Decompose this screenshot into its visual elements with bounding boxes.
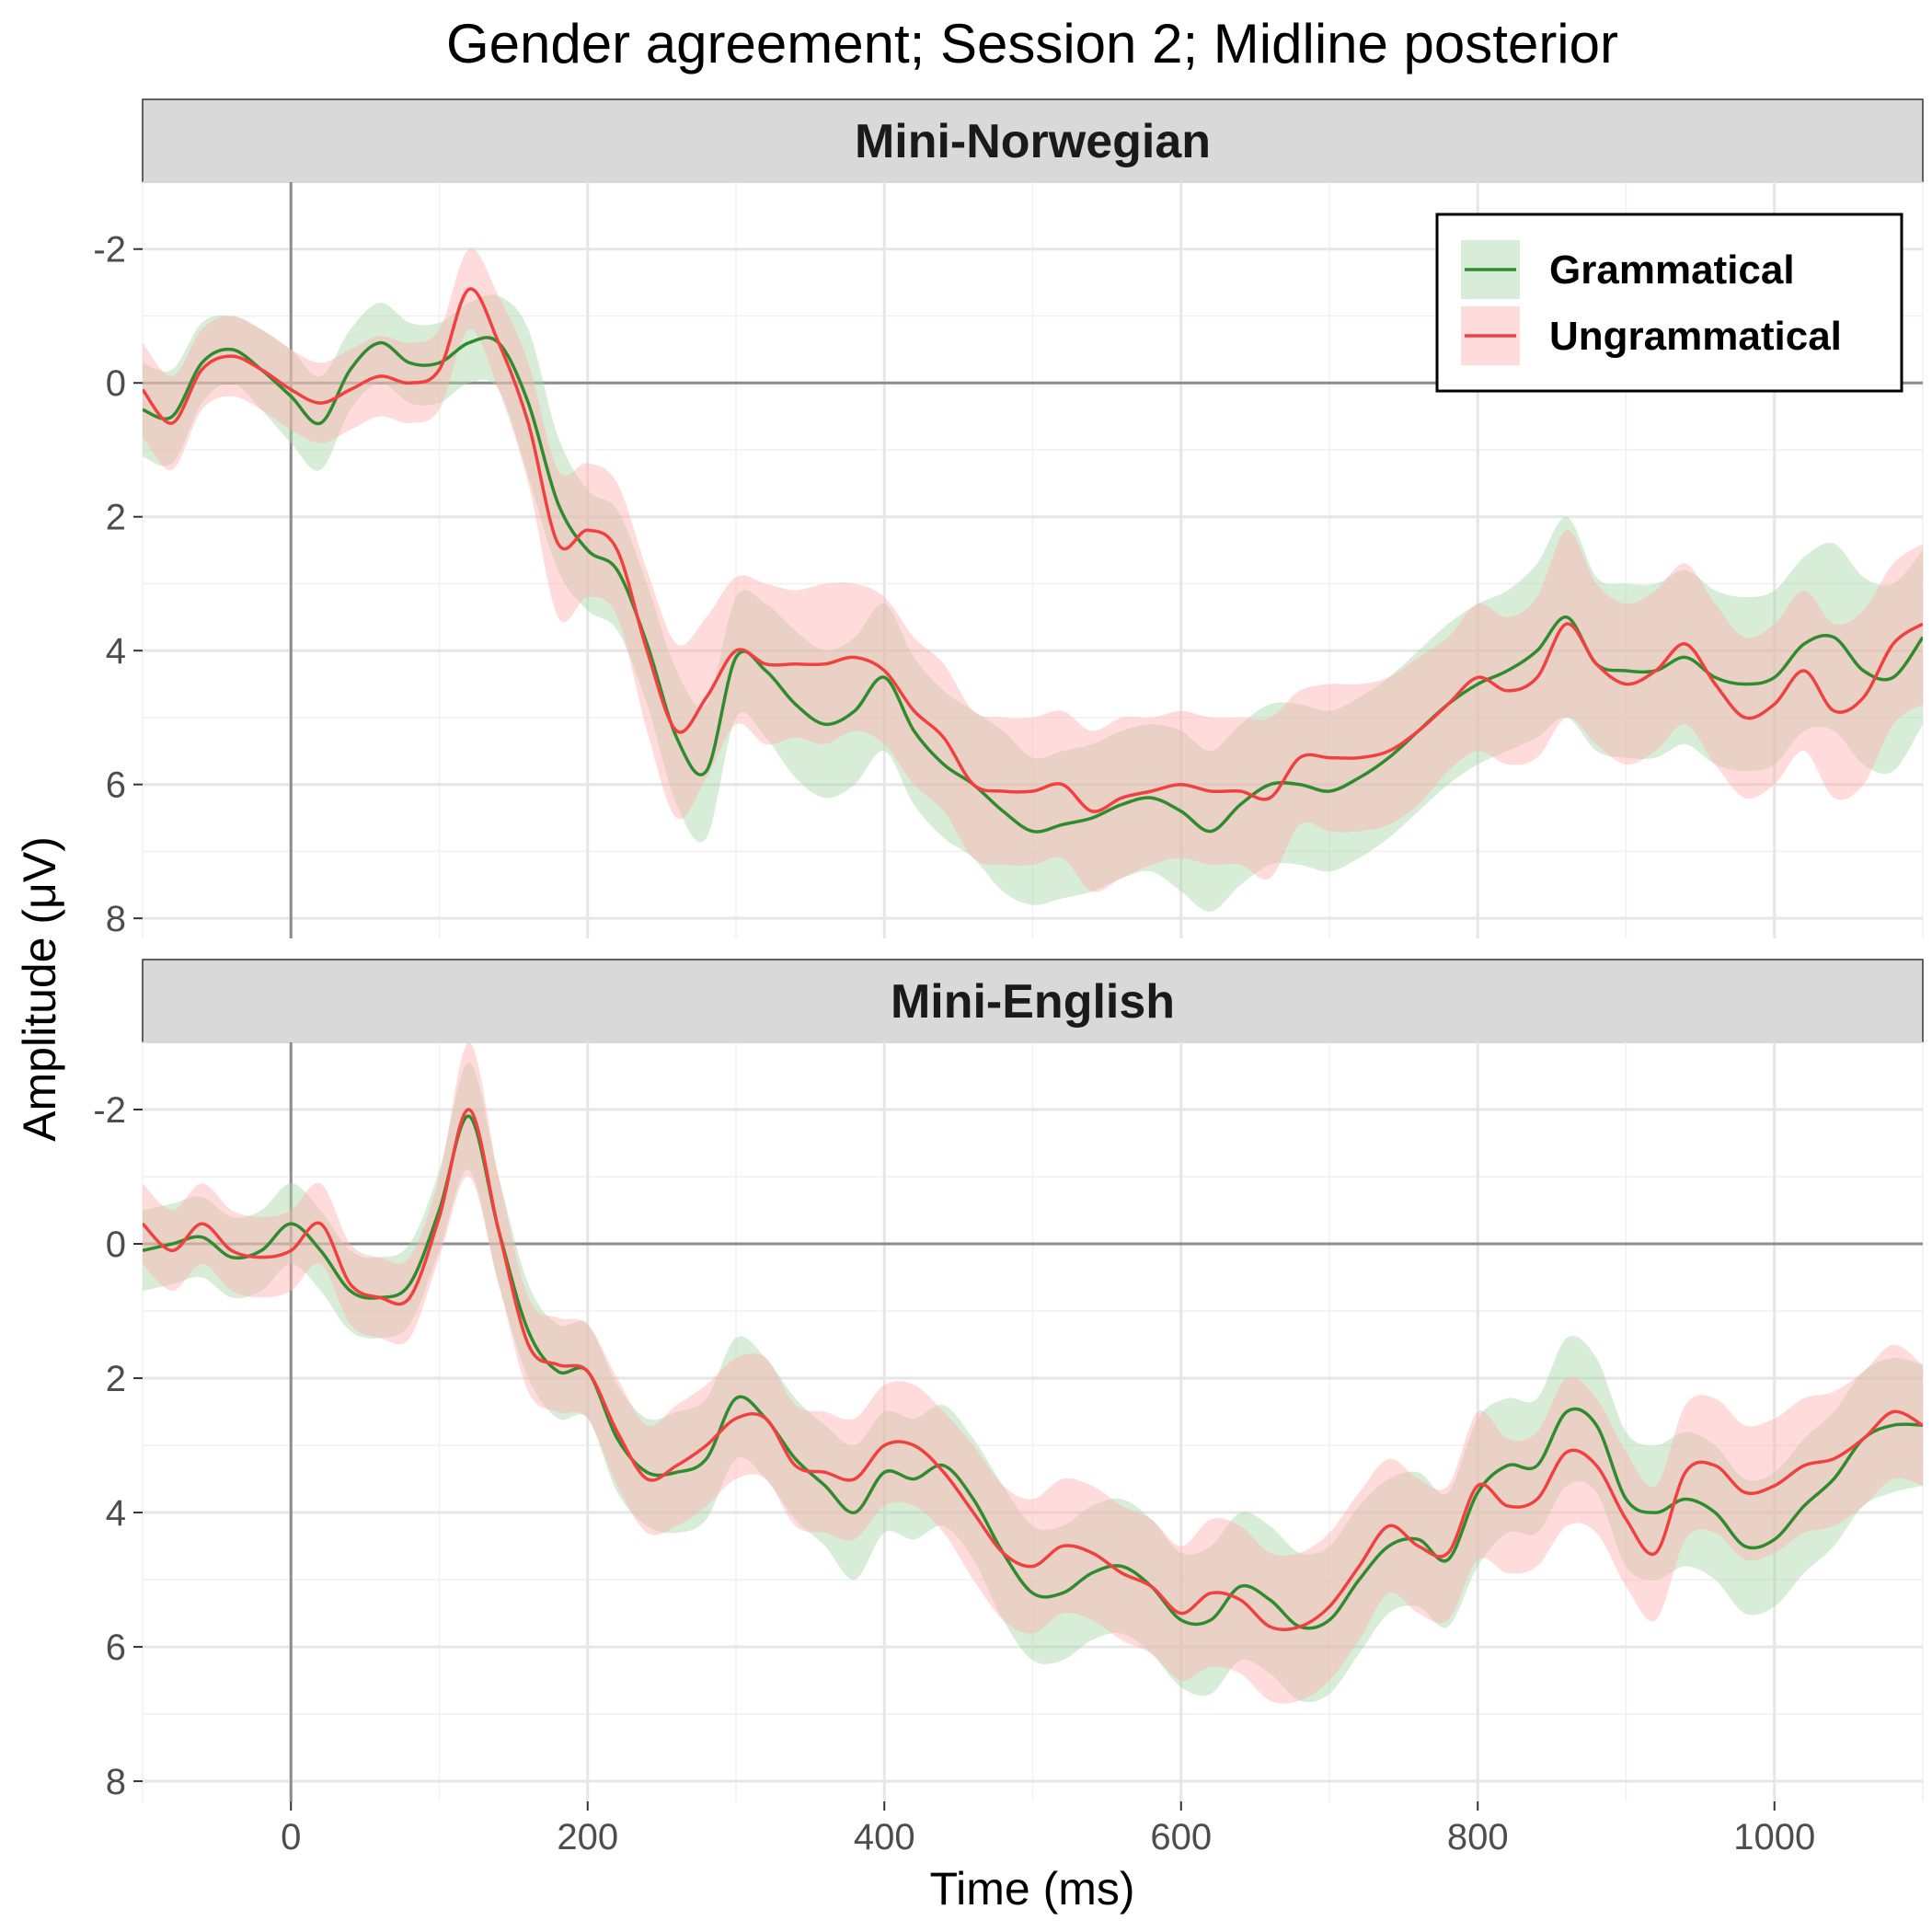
- ribbon-ungrammatical: [143, 1042, 1923, 1704]
- y-tick-label: -2: [93, 1090, 126, 1131]
- x-tick-label: 1000: [1733, 1817, 1815, 1857]
- chart-title: Gender agreement; Session 2; Midline pos…: [446, 13, 1618, 75]
- x-tick-label: 0: [281, 1817, 301, 1857]
- legend-label-ungrammatical: Ungrammatical: [1549, 314, 1842, 359]
- y-tick-label: -2: [93, 230, 126, 270]
- panel-mini-english: Mini-English -2 0 2 4 6 8: [93, 959, 1924, 1802]
- y-tick-label: 8: [106, 1762, 126, 1802]
- ribbon-ungrammatical: [143, 248, 1923, 892]
- x-tick-label: 800: [1447, 1817, 1509, 1857]
- strip-label: Mini-Norwegian: [855, 115, 1211, 168]
- y-tick-label: 2: [106, 498, 126, 538]
- y-tick-label: 6: [106, 765, 126, 806]
- plot-area: [143, 248, 1923, 912]
- y-tick-label: 2: [106, 1359, 126, 1399]
- x-axis-title: Time (ms): [929, 1863, 1134, 1915]
- legend: Grammatical Ungrammatical: [1435, 213, 1903, 393]
- strip-label: Mini-English: [891, 975, 1175, 1029]
- y-axis-title: Amplitude (μV): [14, 836, 65, 1142]
- x-axis: 0 200 400 600 800 1000: [281, 1801, 1815, 1857]
- panels: Mini-Norwegian -2 0 2 4 6 8 Mini-English -2 0 2 4 6 8: [93, 98, 1924, 1802]
- series-line-ungrammatical: [143, 1108, 1923, 1632]
- series-line-grammatical: [143, 336, 1923, 834]
- y-tick-label: 4: [106, 631, 126, 672]
- y-tick-label: 4: [106, 1493, 126, 1534]
- ribbon-grammatical: [143, 1062, 1923, 1703]
- plot-area: [143, 1042, 1923, 1704]
- strip-background: [142, 959, 1924, 1043]
- series-line-ungrammatical: [143, 287, 1923, 813]
- y-tick-label: 0: [106, 1225, 126, 1265]
- ribbon-grammatical: [143, 294, 1923, 912]
- y-tick-label: 0: [106, 363, 126, 404]
- x-tick-label: 400: [854, 1817, 915, 1857]
- legend-box: [1435, 213, 1903, 393]
- y-tick-label: 6: [106, 1627, 126, 1668]
- x-tick-label: 600: [1150, 1817, 1212, 1857]
- strip-background: [142, 98, 1924, 183]
- legend-label-grammatical: Grammatical: [1549, 247, 1795, 293]
- x-tick-label: 200: [557, 1817, 618, 1857]
- y-tick-label: 8: [106, 899, 126, 939]
